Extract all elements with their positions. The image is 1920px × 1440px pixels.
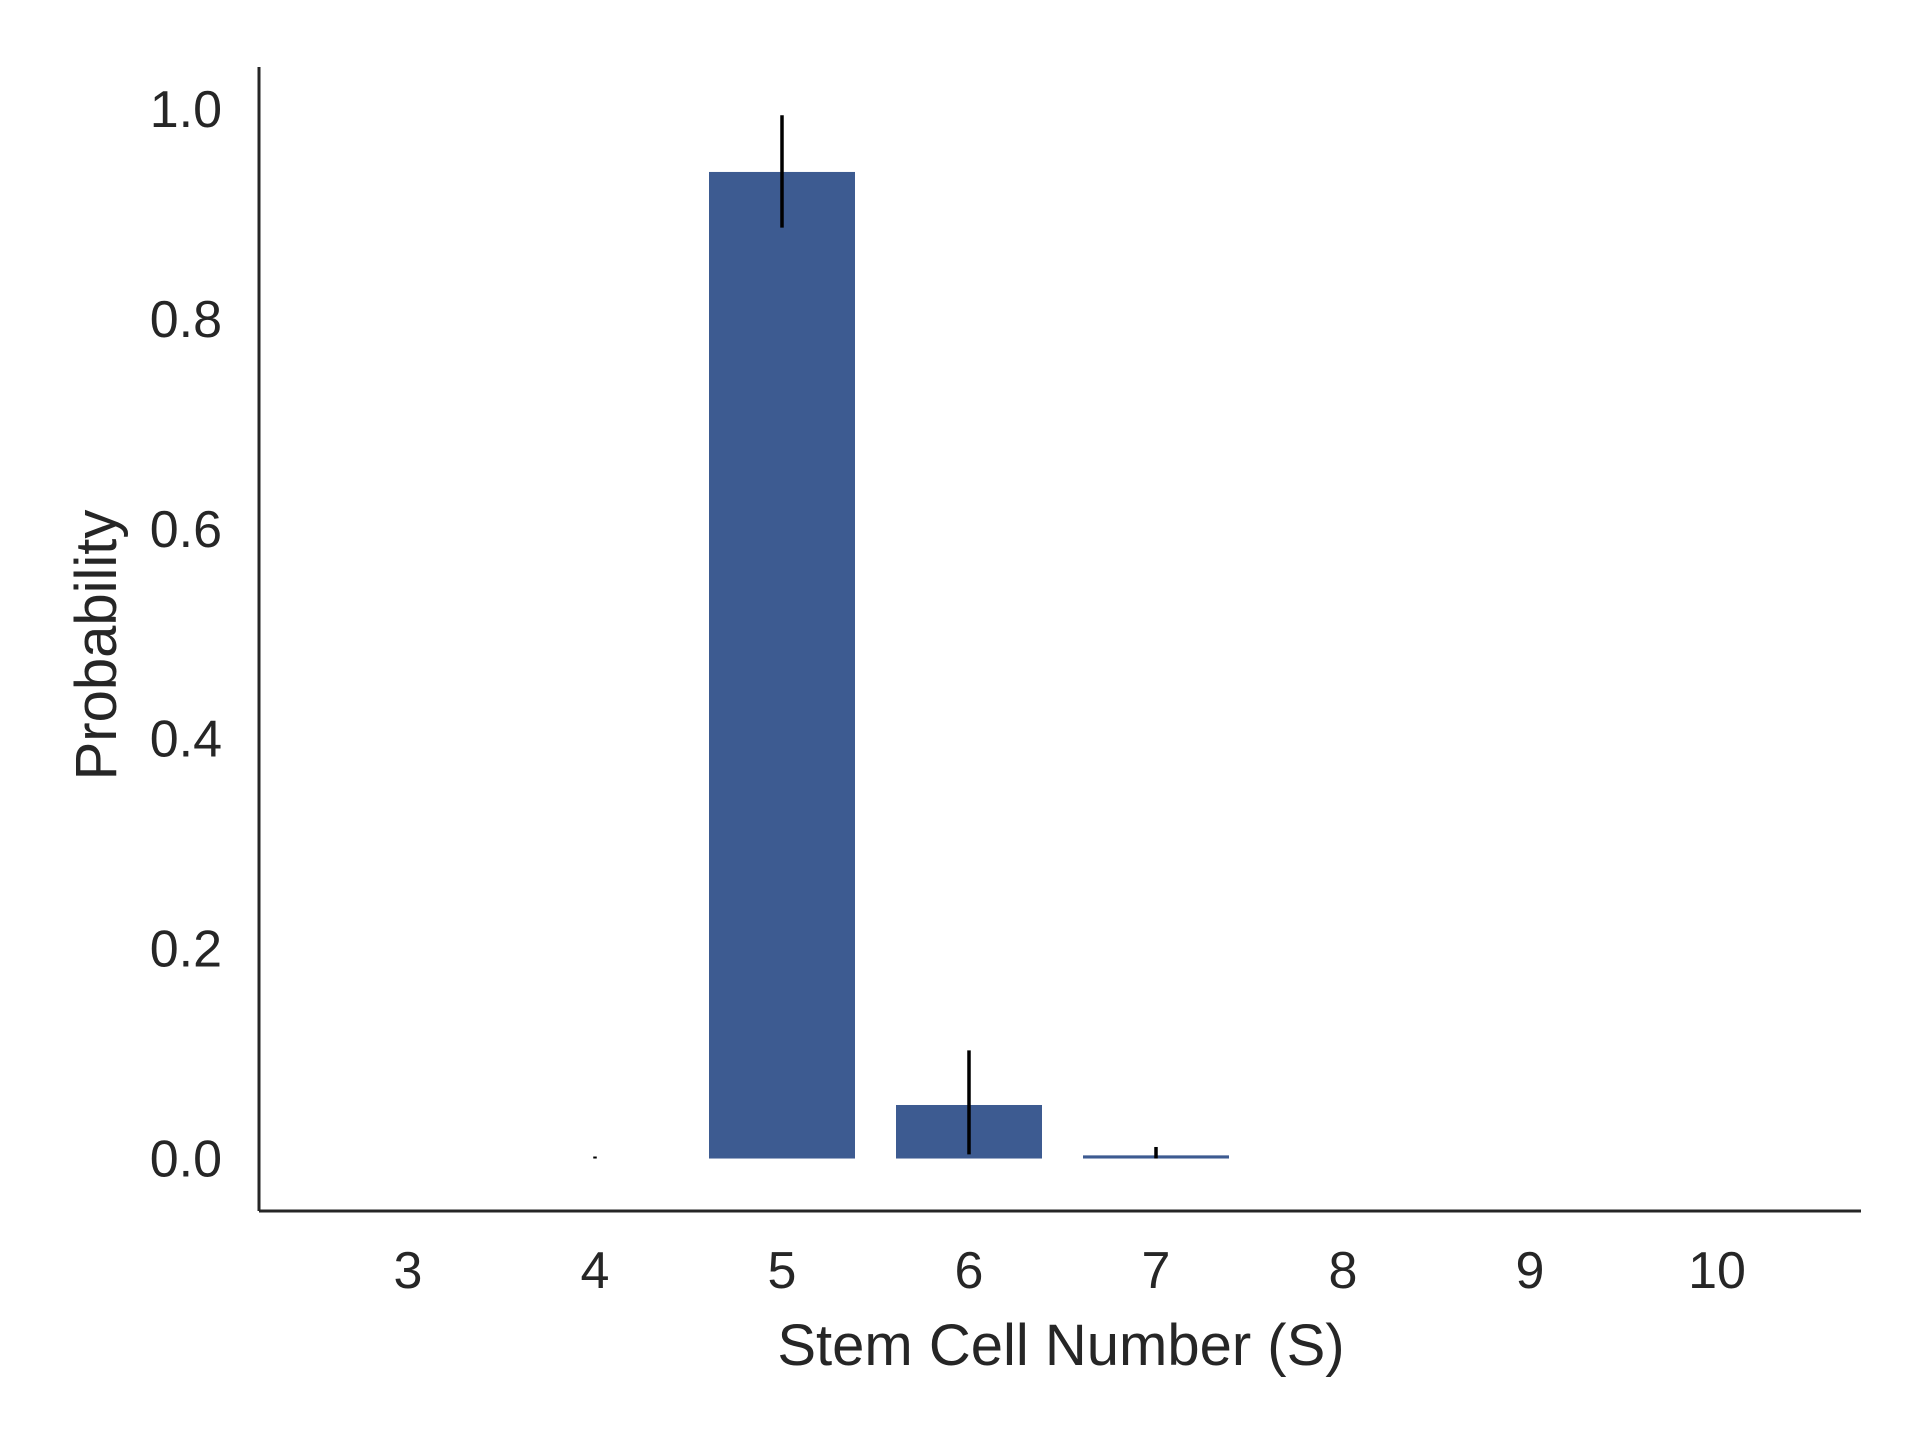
x-tick-label: 7 bbox=[1142, 1242, 1171, 1300]
y-tick-label: 1.0 bbox=[150, 81, 222, 139]
y-tick-label: 0.6 bbox=[150, 501, 222, 559]
y-axis-label: Probability bbox=[64, 510, 129, 781]
axes-layer bbox=[257, 67, 1861, 1213]
x-tick-labels: 3 4 5 6 7 8 9 10 bbox=[394, 1242, 1746, 1300]
y-tick-labels: 0.0 0.2 0.4 0.6 0.8 1.0 bbox=[150, 81, 222, 1189]
x-tick-label: 4 bbox=[581, 1242, 610, 1300]
y-tick-label: 0.0 bbox=[150, 1131, 222, 1189]
x-tick-label: 9 bbox=[1516, 1242, 1545, 1300]
y-tick-label: 0.2 bbox=[150, 921, 222, 979]
x-tick-label: 10 bbox=[1688, 1242, 1746, 1300]
y-tick-label: 0.4 bbox=[150, 711, 222, 769]
y-tick-label: 0.8 bbox=[150, 291, 222, 349]
x-tick-label: 8 bbox=[1329, 1242, 1358, 1300]
x-tick-label: 6 bbox=[955, 1242, 984, 1300]
x-tick-label: 3 bbox=[394, 1242, 423, 1300]
x-tick-label: 5 bbox=[768, 1242, 797, 1300]
x-axis-label: Stem Cell Number (S) bbox=[777, 1313, 1344, 1378]
error-bars-layer bbox=[593, 115, 1158, 1159]
bar-5 bbox=[709, 171, 855, 1159]
